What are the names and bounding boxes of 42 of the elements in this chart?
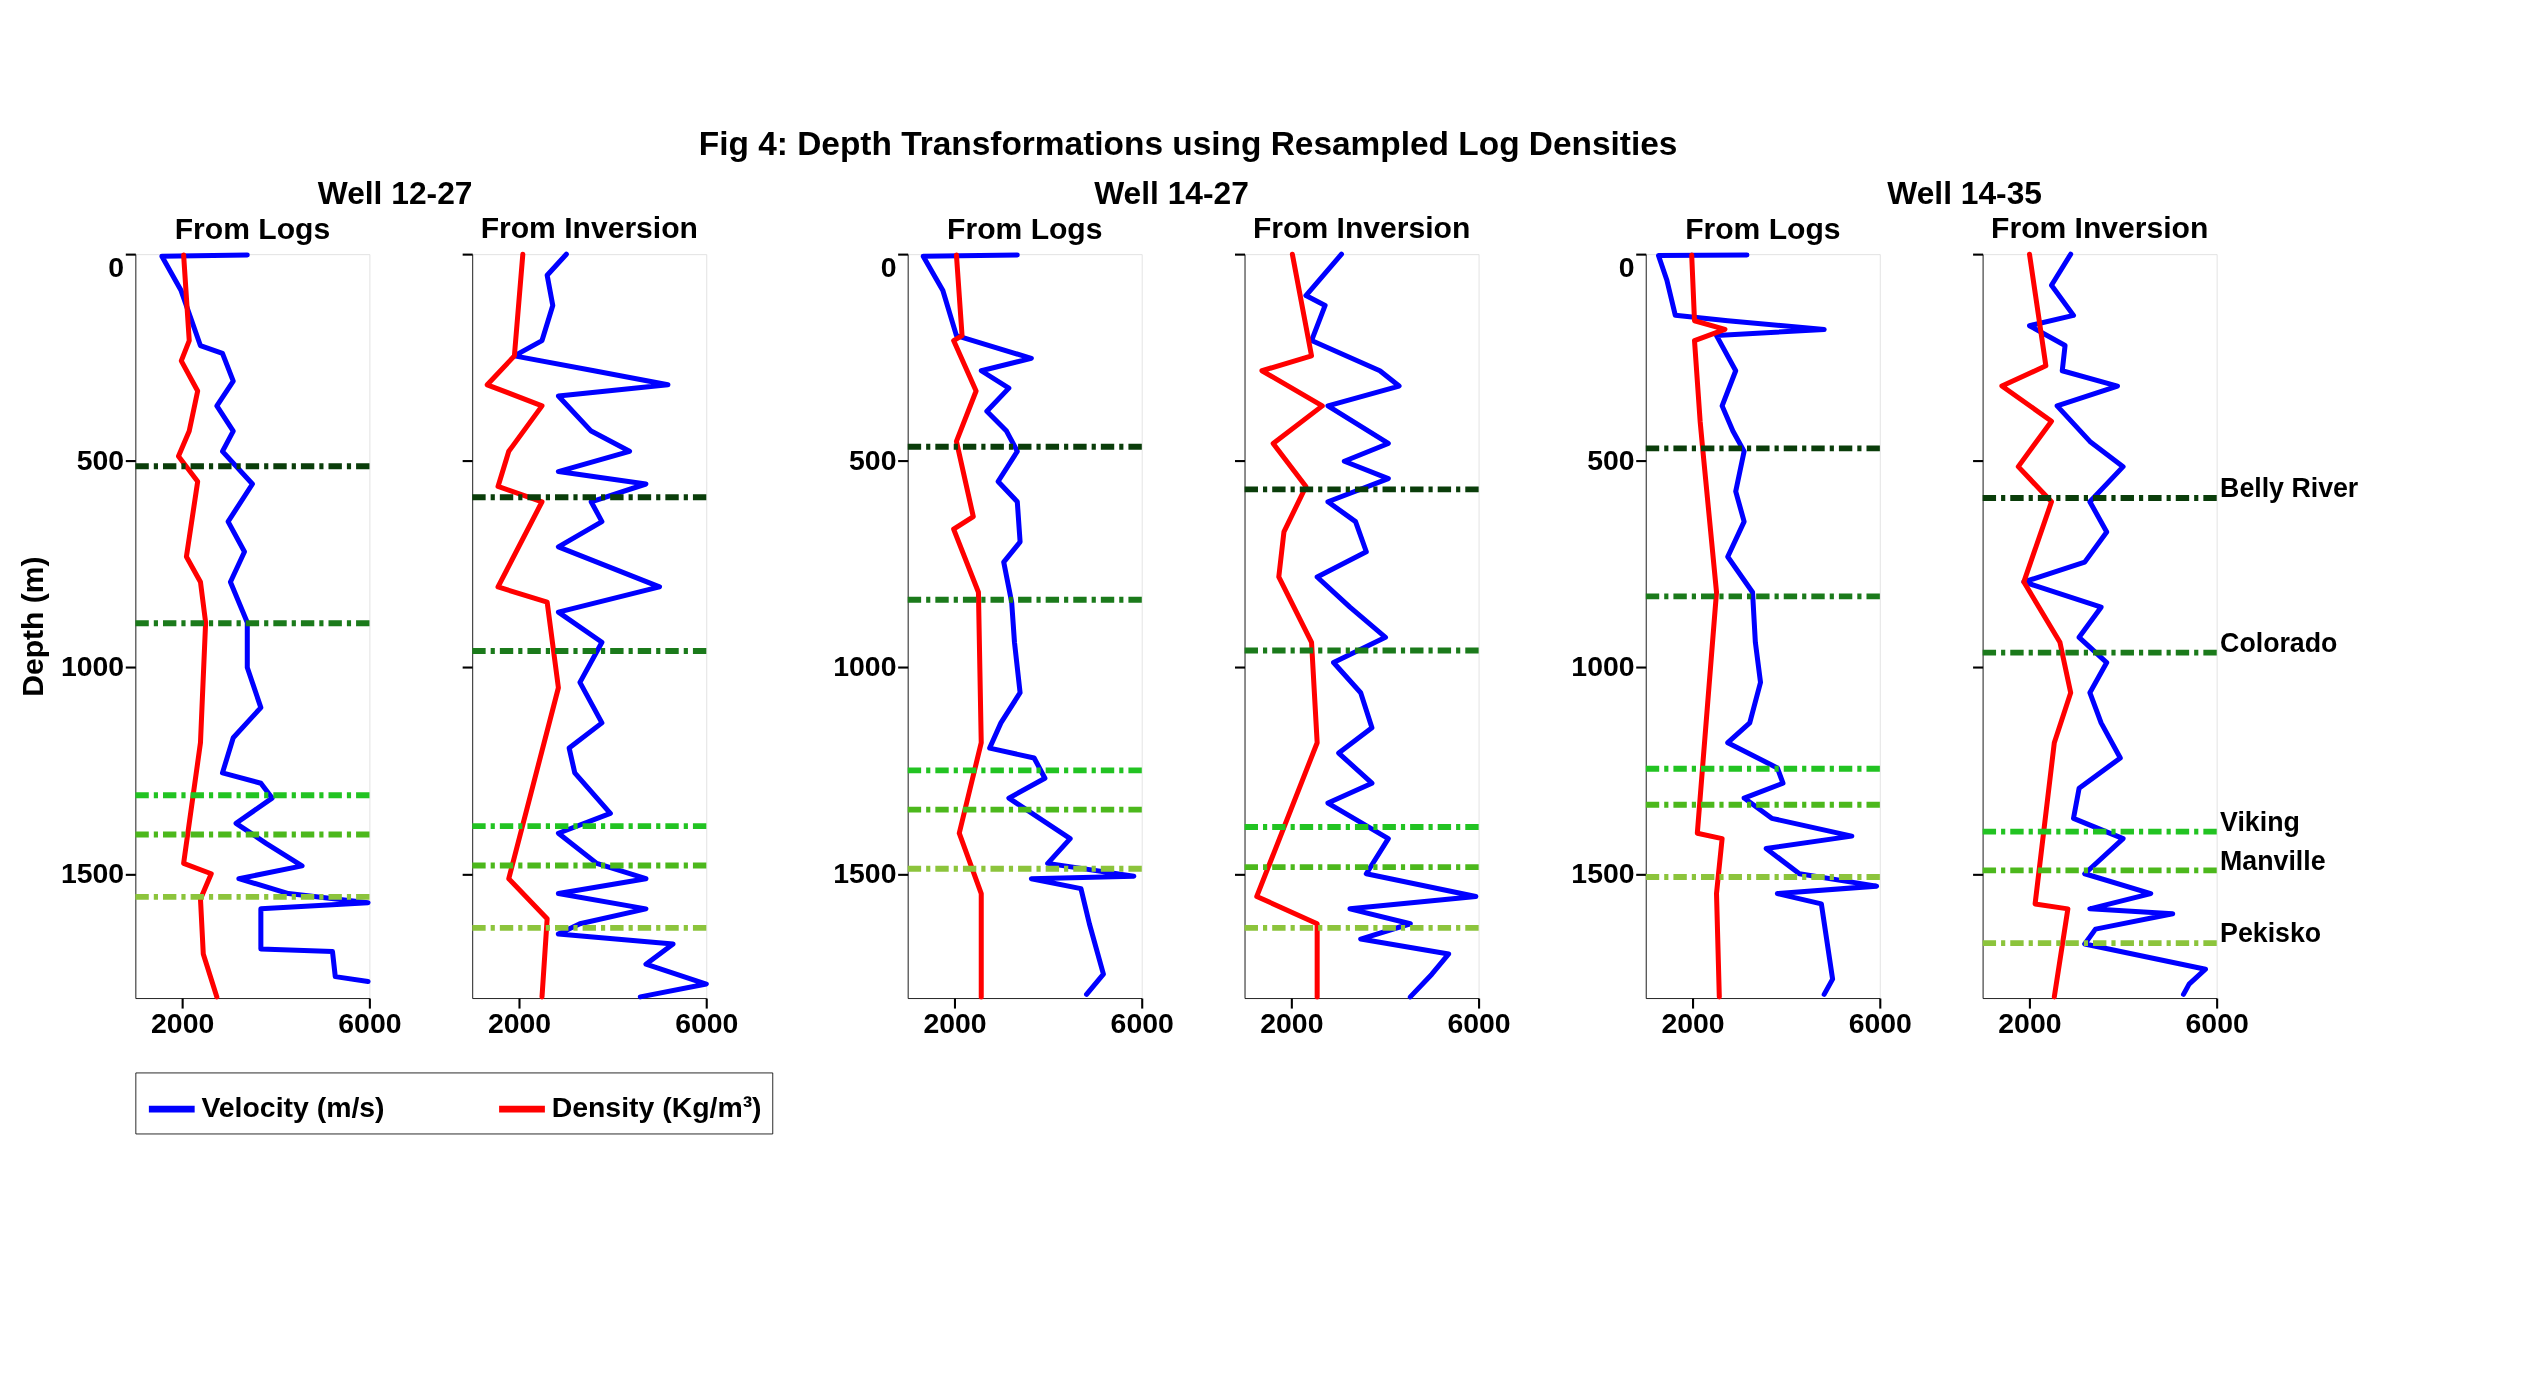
x-tick-label: 6000	[1447, 1006, 1511, 1039]
ref-line-label: Colorado	[2220, 627, 2338, 658]
y-axis-title: Depth (m)	[15, 556, 49, 697]
chart-title: Well 14-27	[1094, 174, 1249, 211]
ref-line-label: Pekisko	[2220, 918, 2322, 949]
x-tick-label: 2000	[487, 1006, 552, 1039]
legend-label: Density (Kg/m³)	[551, 1091, 762, 1124]
y-tick-label: 500	[76, 443, 125, 476]
chart-subtitle: From Inversion	[480, 211, 698, 245]
y-tick-label: 0	[108, 251, 125, 284]
caption: Fig 4: Depth Transformations using Resampled Log Densities	[698, 125, 1678, 163]
chart-subtitle: From Inversion	[1252, 211, 1471, 245]
legend-label: Velocity (m/s)	[201, 1091, 385, 1124]
ref-line-label: Belly River	[2220, 473, 2359, 504]
y-tick-label: 0	[1618, 251, 1635, 284]
y-tick-label: 1000	[60, 650, 125, 683]
chart-title: Well 12-27	[317, 174, 473, 211]
chart-subtitle: From Logs	[174, 212, 331, 246]
x-tick-label: 6000	[338, 1006, 402, 1039]
x-tick-label: 6000	[2185, 1006, 2249, 1039]
x-tick-label: 2000	[151, 1006, 215, 1039]
text: Well 14-35	[1887, 174, 2042, 211]
y-tick-label: 0	[880, 251, 897, 284]
y-tick-label: 1000	[833, 650, 897, 683]
x-tick-label: 2000	[923, 1006, 987, 1039]
ref-line-label: Manville	[2220, 845, 2326, 876]
x-tick-label: 6000	[1110, 1006, 1174, 1039]
chart-subtitle: From Logs	[1685, 212, 1841, 246]
x-tick-label: 2000	[1661, 1006, 1725, 1039]
y-tick-label: 1000	[1571, 650, 1635, 683]
y-tick-label: 500	[1587, 443, 1635, 476]
x-tick-label: 2000	[1260, 1006, 1324, 1039]
y-tick-label: 1500	[833, 856, 897, 889]
x-tick-label: 6000	[1848, 1006, 1912, 1039]
y-tick-label: 1500	[60, 856, 125, 889]
y-tick-label: 500	[849, 443, 897, 476]
chart-subtitle: From Logs	[947, 212, 1103, 246]
chart-subtitle: From Inversion	[1991, 211, 2209, 245]
x-tick-label: 2000	[1998, 1006, 2062, 1039]
ref-line-label: Viking	[2220, 806, 2300, 837]
y-tick-label: 1500	[1571, 856, 1635, 889]
x-tick-label: 6000	[675, 1006, 739, 1039]
